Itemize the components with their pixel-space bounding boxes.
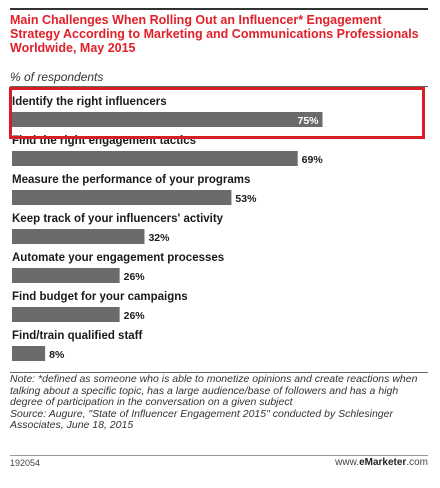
value-label: 32% (148, 232, 170, 244)
bar (12, 307, 120, 322)
top-rule (10, 8, 428, 10)
chart-id: 192054 (10, 458, 41, 468)
value-label: 8% (49, 349, 65, 361)
bar (12, 151, 298, 166)
chart-title: Main Challenges When Rolling Out an Infl… (10, 13, 419, 55)
brand-prefix: www. (335, 457, 360, 468)
footer-rule (10, 372, 428, 373)
brand-logo: www.eMarketer.com (335, 457, 428, 468)
category-label: Identify the right influencers (12, 96, 167, 108)
source-text: Source: Augure, "State of Influencer Eng… (10, 407, 393, 431)
category-label: Find/train qualified staff (12, 330, 143, 342)
brand-suffix: .com (406, 457, 428, 468)
brand-name: eMarketer (359, 457, 407, 468)
value-label: 53% (235, 193, 257, 205)
value-label: 69% (302, 154, 324, 166)
footnote: Note: *defined as someone who is able to… (10, 373, 430, 432)
note-text: Note: *defined as someone who is able to… (10, 373, 418, 408)
bar (12, 229, 145, 244)
subtitle-rule (10, 86, 428, 87)
value-label: 75% (297, 115, 319, 127)
bar (12, 268, 120, 283)
value-label: 26% (124, 271, 146, 283)
category-label: Find budget for your campaigns (12, 291, 188, 303)
bar (12, 190, 232, 205)
category-label: Keep track of your influencers' activity (12, 213, 224, 225)
value-label: 26% (124, 310, 146, 322)
highlight-box (9, 87, 425, 139)
category-label: Measure the performance of your programs (12, 174, 250, 186)
bar (12, 112, 323, 127)
chart-subtitle: % of respondents (10, 70, 104, 84)
bottom-rule (10, 455, 428, 456)
bar (12, 346, 46, 361)
category-label: Automate your engagement processes (12, 252, 224, 264)
